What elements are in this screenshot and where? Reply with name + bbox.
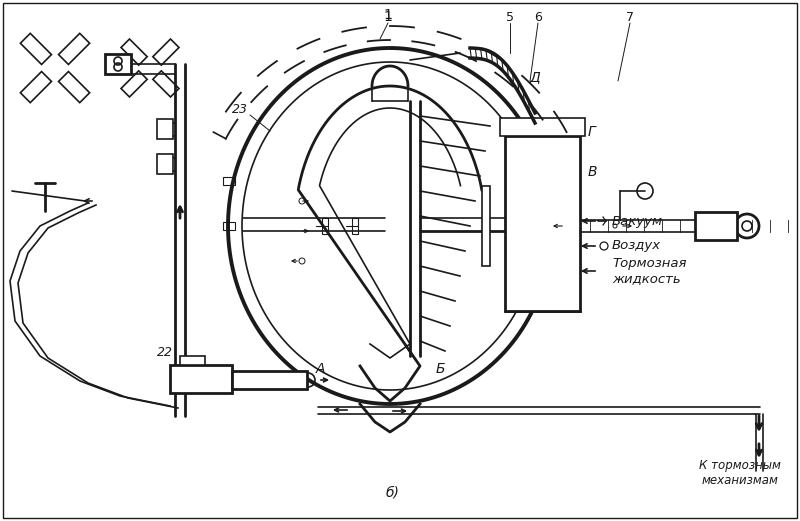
Bar [157, 154, 173, 174]
Bar [505, 136, 580, 311]
Bar [500, 118, 585, 136]
Bar [170, 365, 232, 393]
Circle shape [536, 285, 548, 297]
Bar [180, 356, 205, 365]
Bar [322, 218, 328, 234]
Text: Тормозная
жидкость: Тормозная жидкость [612, 257, 686, 285]
Circle shape [536, 245, 548, 257]
Circle shape [536, 205, 548, 217]
Text: 1: 1 [383, 8, 393, 22]
Circle shape [510, 122, 520, 132]
Bar [695, 212, 737, 240]
Circle shape [537, 122, 547, 132]
Circle shape [565, 122, 575, 132]
Bar [352, 218, 358, 234]
Text: 23: 23 [232, 103, 248, 116]
Text: 6: 6 [534, 11, 542, 24]
Text: 7: 7 [626, 11, 634, 24]
Bar [232, 371, 307, 389]
Circle shape [301, 373, 315, 387]
Bar [157, 119, 173, 139]
Text: Д: Д [530, 70, 541, 84]
Circle shape [536, 145, 548, 157]
Bar [105, 54, 131, 74]
Text: К тормозным
механизмам: К тормозным механизмам [699, 459, 781, 487]
Circle shape [735, 214, 759, 238]
Text: 5: 5 [506, 11, 514, 24]
Text: Вакуум: Вакуум [612, 215, 663, 228]
Circle shape [600, 242, 608, 250]
Bar [223, 222, 235, 230]
Bar [223, 177, 235, 185]
Bar [482, 186, 490, 266]
Text: 1: 1 [383, 10, 393, 24]
Text: Воздух: Воздух [612, 240, 661, 253]
Text: В: В [588, 165, 598, 179]
Text: 22: 22 [157, 346, 173, 359]
Text: А: А [315, 362, 325, 376]
Text: б): б) [385, 485, 399, 499]
Text: Б: Б [435, 362, 445, 376]
Text: Г: Г [588, 125, 596, 139]
